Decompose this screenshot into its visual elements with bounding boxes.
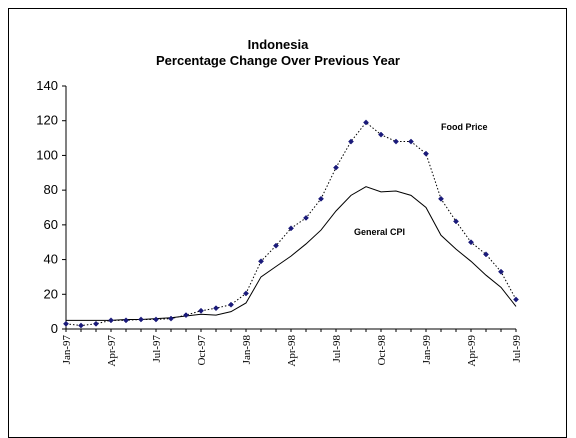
chart-title: Indonesia bbox=[248, 37, 309, 52]
data-point-food-price bbox=[123, 317, 129, 324]
x-tick-label: Jan-99 bbox=[421, 335, 433, 365]
y-tick-label: 20 bbox=[44, 286, 58, 301]
x-tick-label: Jul-97 bbox=[151, 335, 163, 363]
data-point-food-price bbox=[483, 251, 489, 258]
x-tick-label: Jul-98 bbox=[331, 335, 343, 363]
y-axis: 0 20 40 60 80 100 120 140 bbox=[36, 78, 67, 336]
data-point-food-price bbox=[468, 239, 474, 246]
data-point-food-price bbox=[303, 214, 309, 221]
data-point-food-price bbox=[138, 316, 144, 323]
series-label-food-price: Food Price bbox=[441, 122, 488, 132]
data-point-food-price bbox=[438, 195, 444, 202]
x-tick-label: Jan-98 bbox=[241, 335, 253, 365]
data-point-food-price bbox=[228, 301, 234, 308]
x-tick-label: Apr-97 bbox=[106, 335, 118, 367]
data-point-food-price bbox=[318, 195, 324, 202]
x-tick-label: Jan-97 bbox=[61, 335, 73, 365]
data-point-food-price bbox=[153, 316, 159, 323]
chart-frame: Indonesia Percentage Change Over Previou… bbox=[8, 8, 567, 438]
data-point-food-price bbox=[108, 317, 114, 324]
series-label-general-cpi: General CPI bbox=[354, 227, 405, 237]
data-point-food-price bbox=[183, 312, 189, 319]
line-chart: Indonesia Percentage Change Over Previou… bbox=[36, 37, 523, 367]
data-point-food-price bbox=[198, 307, 204, 314]
x-tick-label: Apr-98 bbox=[286, 335, 298, 367]
y-tick-label: 40 bbox=[44, 252, 58, 267]
x-tick-label: Apr-99 bbox=[466, 335, 478, 367]
data-point-food-price bbox=[93, 320, 99, 327]
chart-subtitle: Percentage Change Over Previous Year bbox=[156, 53, 400, 68]
data-point-food-price bbox=[363, 119, 369, 126]
y-tick-label: 0 bbox=[51, 321, 58, 336]
y-tick-label: 60 bbox=[44, 217, 58, 232]
y-tick-label: 140 bbox=[36, 78, 58, 93]
data-point-food-price bbox=[273, 242, 279, 249]
data-point-food-price bbox=[243, 290, 249, 297]
x-tick-label: Jul-99 bbox=[511, 335, 523, 363]
y-tick-label: 80 bbox=[44, 182, 58, 197]
x-axis: Jan-97 Apr-97 Jul-97 Oct-97 Jan-98 Apr-98 Jul-… bbox=[61, 328, 523, 367]
data-point-food-price bbox=[498, 268, 504, 275]
data-point-food-price bbox=[513, 296, 519, 303]
data-point-food-price bbox=[453, 218, 459, 225]
data-point-food-price bbox=[168, 315, 174, 322]
data-point-food-price bbox=[213, 305, 219, 312]
y-tick-label: 100 bbox=[36, 147, 58, 162]
data-point-food-price bbox=[288, 225, 294, 232]
x-tick-label: Oct-98 bbox=[376, 335, 388, 366]
x-tick-label: Oct-97 bbox=[196, 335, 208, 366]
data-point-food-price bbox=[78, 322, 84, 329]
data-point-food-price bbox=[393, 138, 399, 145]
series-line-food-price bbox=[65, 121, 517, 327]
data-point-food-price bbox=[348, 138, 354, 145]
data-point-food-price bbox=[378, 131, 384, 138]
data-point-food-price bbox=[423, 150, 429, 157]
data-point-food-price bbox=[333, 164, 339, 171]
data-point-food-price bbox=[408, 138, 414, 145]
data-point-food-price bbox=[63, 320, 69, 327]
data-point-food-price bbox=[258, 258, 264, 265]
y-tick-label: 120 bbox=[36, 113, 58, 128]
series-line-general-cpi bbox=[66, 186, 517, 321]
series-layer bbox=[63, 119, 519, 329]
